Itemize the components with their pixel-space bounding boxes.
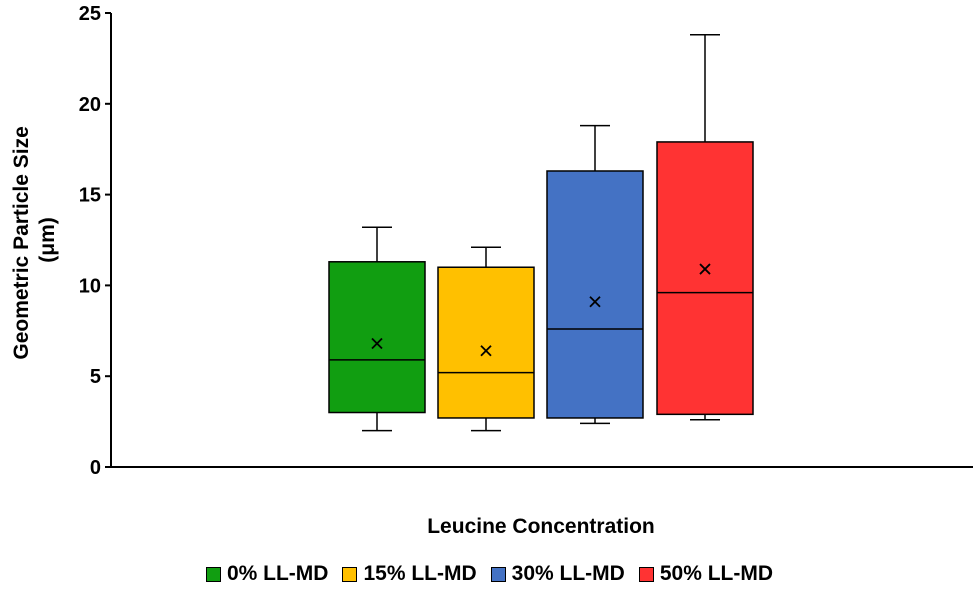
box-15-ll-md xyxy=(437,246,535,432)
legend-swatch xyxy=(342,566,358,582)
legend-item-15pct: 15% LL-MD xyxy=(342,562,477,586)
mean-marker xyxy=(589,296,601,308)
legend-item-0pct: 0% LL-MD xyxy=(205,562,329,586)
legend-label: 0% LL-MD xyxy=(226,562,329,585)
iqr-box xyxy=(437,266,535,419)
legend-label: 30% LL-MD xyxy=(511,562,625,585)
legend: 0% LL-MD 15% LL-MD 30% LL-MD 50% LL-MD xyxy=(0,562,979,586)
y-tick-label: 0 xyxy=(90,457,101,479)
y-tick-label: 20 xyxy=(79,94,101,116)
legend-label: 50% LL-MD xyxy=(659,562,774,585)
y-axis-title-line-1: Geometric Particle Size xyxy=(10,126,33,359)
box-50-ll-md xyxy=(656,34,754,421)
box-30-ll-md xyxy=(546,124,644,425)
legend-label: 15% LL-MD xyxy=(363,562,477,585)
box-0-ll-md xyxy=(328,226,426,432)
y-axis-title: Geometric Particle Size (μm) xyxy=(10,120,59,359)
legend-item-30pct: 30% LL-MD xyxy=(490,562,625,586)
mean-marker xyxy=(699,263,711,275)
box-plot-series xyxy=(328,34,754,432)
iqr-box xyxy=(656,141,754,416)
legend-item-50pct: 50% LL-MD xyxy=(638,562,774,586)
iqr-box xyxy=(546,170,644,419)
x-axis-title: Leucine Concentration xyxy=(427,515,655,538)
y-tick-label: 10 xyxy=(79,275,101,297)
y-tick-label: 15 xyxy=(79,185,101,207)
mean-marker xyxy=(371,337,383,350)
y-axis-ticks: 0 5 10 15 20 25 xyxy=(79,3,111,479)
y-tick-label: 5 xyxy=(90,366,101,388)
y-tick-label: 25 xyxy=(79,3,101,25)
y-axis-title-line-2: (μm) xyxy=(36,217,59,263)
mean-marker xyxy=(480,345,492,357)
legend-swatch xyxy=(490,566,506,582)
legend-swatch xyxy=(638,566,654,582)
iqr-box xyxy=(328,261,426,414)
legend-swatch xyxy=(205,566,221,582)
